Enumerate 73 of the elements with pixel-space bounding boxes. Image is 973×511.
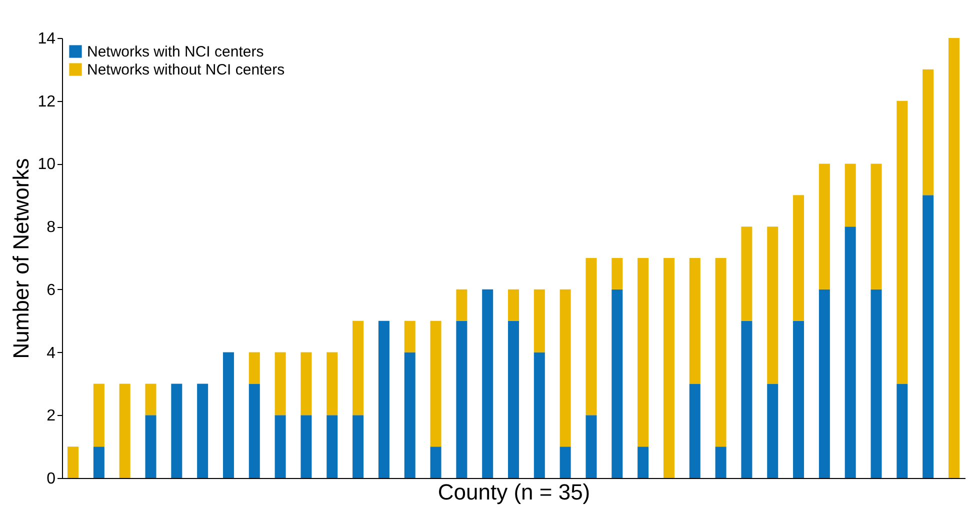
bar (456, 289, 468, 321)
bar (145, 384, 156, 416)
legend-label: Networks without NCI centers (87, 62, 285, 78)
bar (534, 352, 545, 478)
bar (222, 352, 234, 478)
bar (300, 352, 312, 416)
bar (586, 258, 597, 416)
bar (922, 195, 934, 478)
bar (896, 100, 908, 384)
bar (793, 320, 804, 478)
y-tick-label: 12 (38, 93, 56, 110)
bar (715, 446, 726, 478)
bar (741, 226, 752, 321)
bar (844, 226, 856, 478)
bar (870, 164, 882, 290)
bar (586, 415, 597, 478)
bar (352, 415, 364, 478)
bar (248, 352, 260, 384)
y-tick-label: 8 (46, 219, 56, 236)
bar (534, 289, 545, 352)
bar (818, 289, 830, 478)
bar (948, 38, 960, 478)
bar (870, 289, 882, 478)
bar (508, 289, 519, 321)
bar (93, 446, 104, 478)
x-axis-title: County (n = 35) (438, 480, 590, 504)
bar (248, 384, 260, 478)
bar (300, 415, 312, 478)
bar (326, 415, 338, 478)
bar (171, 384, 182, 478)
bar (93, 384, 104, 447)
bar (767, 384, 778, 478)
y-tick-label: 14 (38, 30, 56, 48)
bar (663, 258, 674, 478)
bar (404, 352, 416, 478)
bar (922, 69, 934, 196)
bar (715, 258, 726, 447)
bar (430, 320, 442, 447)
y-tick-label: 2 (46, 408, 56, 425)
y-tick-label: 10 (38, 156, 56, 174)
bar (430, 446, 442, 478)
bar (560, 289, 571, 447)
bar (612, 258, 623, 290)
bar (612, 289, 623, 478)
bar (560, 446, 571, 478)
bar (326, 352, 338, 416)
bar (482, 289, 494, 478)
bar (119, 384, 130, 478)
bar (508, 320, 519, 478)
bar (638, 446, 649, 478)
bar (689, 258, 700, 384)
bar (689, 384, 700, 478)
bar (197, 384, 208, 478)
bar (378, 320, 390, 478)
y-tick-label: 4 (46, 344, 56, 362)
y-tick-label: 0 (46, 470, 56, 488)
bar (404, 320, 416, 352)
bar (767, 226, 778, 384)
legend-label: Networks with NCI centers (87, 44, 264, 60)
bar (793, 195, 804, 321)
bar (844, 164, 856, 227)
bar (638, 258, 649, 447)
bar (741, 320, 752, 478)
y-tick-label: 6 (46, 282, 56, 299)
bar (274, 415, 286, 478)
bar (896, 384, 908, 478)
bar (145, 415, 156, 478)
bar (352, 320, 364, 416)
bar (818, 164, 830, 290)
bar (456, 320, 468, 478)
bar (274, 352, 286, 416)
bar (68, 446, 79, 478)
y-axis-title: Number of Networks (8, 158, 34, 359)
